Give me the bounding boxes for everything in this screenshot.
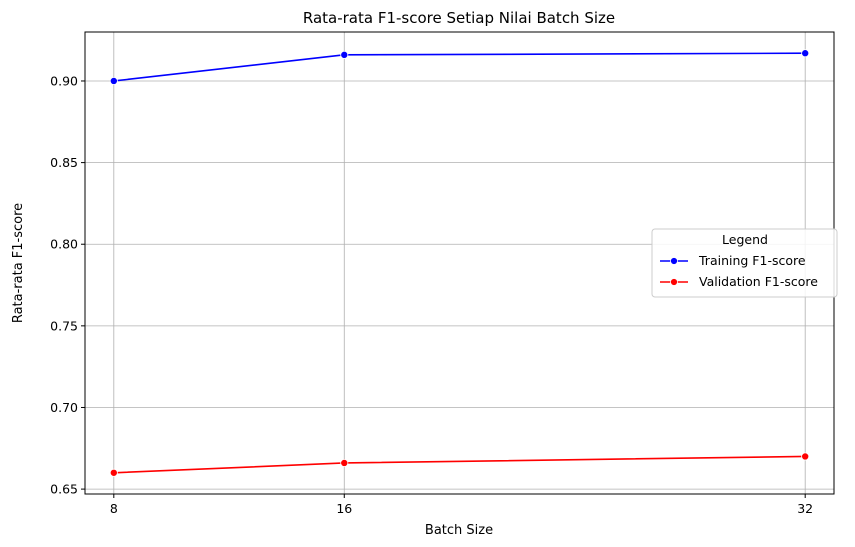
y-tick-label: 0.80 — [50, 237, 78, 252]
y-tick-label: 0.70 — [50, 400, 78, 415]
y-tick-label: 0.85 — [50, 155, 78, 170]
x-axis-ticks: 8 16 32 — [110, 494, 813, 516]
legend: Legend Training F1-score Validation F1-s… — [651, 228, 838, 298]
y-tick-label: 0.65 — [50, 482, 78, 497]
data-point-training-f1-score — [109, 76, 118, 85]
data-point-validation-f1-score — [109, 468, 118, 477]
legend-marker-training — [670, 257, 678, 265]
legend-entry-validation: Validation F1-score — [660, 274, 818, 289]
legend-box — [651, 228, 838, 298]
data-point-training-f1-score — [801, 49, 810, 58]
legend-label-training: Training F1-score — [698, 253, 806, 268]
series-layer — [109, 49, 810, 477]
legend-entry-training: Training F1-score — [660, 253, 806, 268]
legend-label-validation: Validation F1-score — [699, 274, 818, 289]
chart-title: Rata-rata F1-score Setiap Nilai Batch Si… — [303, 9, 615, 27]
data-point-training-f1-score — [340, 50, 349, 59]
series-line-validation-f1-score — [113, 455, 806, 474]
x-tick-label: 32 — [797, 501, 813, 516]
y-tick-label: 0.90 — [50, 73, 78, 88]
legend-marker-validation — [670, 278, 678, 286]
x-tick-label: 16 — [336, 501, 352, 516]
y-axis-label: Rata-rata F1-score — [11, 203, 26, 323]
x-tick-label: 8 — [110, 501, 118, 516]
y-axis-ticks: 0.65 0.70 0.75 0.80 0.85 0.90 — [50, 73, 85, 497]
data-point-validation-f1-score — [340, 458, 349, 467]
data-point-validation-f1-score — [801, 452, 810, 461]
series-line-training-f1-score — [113, 52, 806, 82]
legend-title: Legend — [722, 232, 768, 247]
y-tick-label: 0.75 — [50, 318, 78, 333]
x-axis-label: Batch Size — [425, 523, 493, 538]
